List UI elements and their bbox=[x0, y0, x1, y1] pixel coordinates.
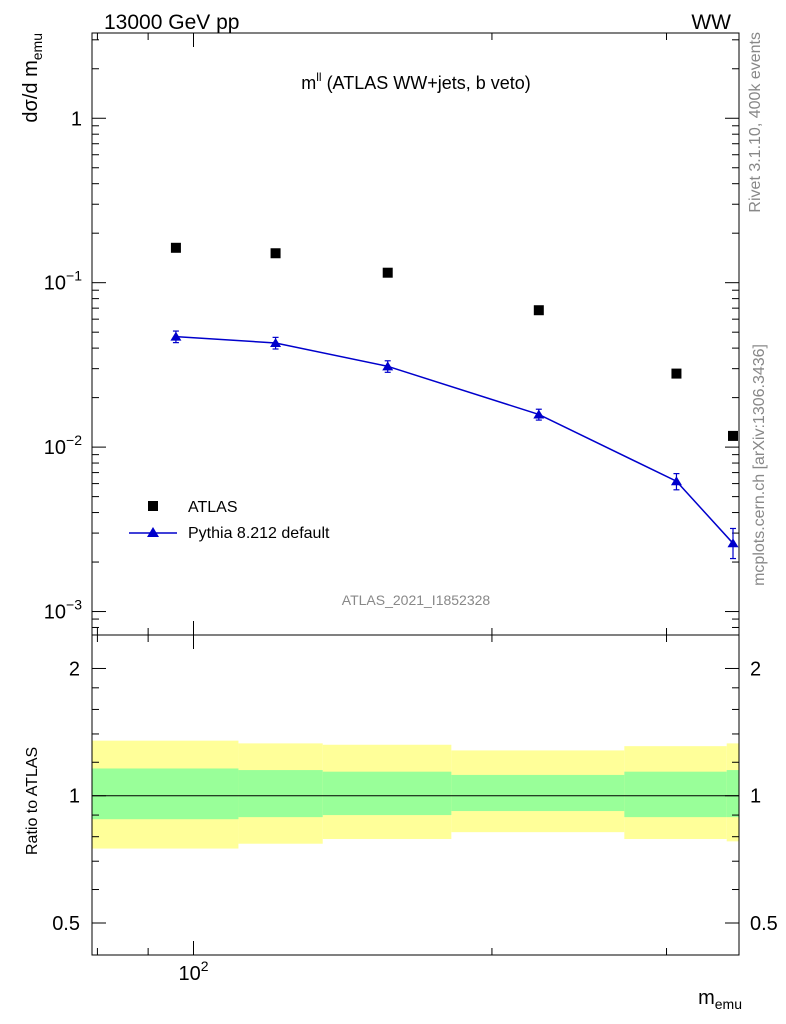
ratio-band-inner bbox=[624, 771, 727, 818]
atlas-point bbox=[270, 248, 281, 259]
main-title-sup: ll bbox=[316, 70, 321, 84]
side-label-source: mcplots.cern.ch [arXiv:1306.3436] bbox=[751, 344, 768, 586]
ratio-band-inner bbox=[451, 774, 625, 812]
analysis-tag: ATLAS_2021_I1852328 bbox=[342, 592, 491, 608]
main-y-tick-label-exp: −2 bbox=[66, 432, 82, 448]
main-y-axis-label-sub: emu bbox=[29, 33, 45, 60]
x-tick-label-base: 10 bbox=[178, 963, 200, 985]
main-title-rest: (ATLAS WW+jets, b veto) bbox=[322, 73, 531, 93]
ratio-plot: 2 21 10.5 0.5 102 Ratio to ATLAS memu bbox=[24, 634, 778, 1012]
pythia-point bbox=[270, 337, 282, 347]
ratio-band-inner bbox=[92, 768, 239, 820]
main-y-tick-labels: 110−110−210−3 bbox=[44, 108, 82, 623]
main-y-tick-label-base: 10 bbox=[44, 437, 66, 459]
ratio-y-axis-label: Ratio to ATLAS bbox=[24, 747, 41, 855]
main-y-tick-label: 10−2 bbox=[44, 432, 82, 459]
atlas-point bbox=[728, 430, 738, 441]
pythia-point bbox=[382, 361, 394, 371]
main-y-axis-label-text: dσ/d m bbox=[20, 60, 42, 122]
pythia-point bbox=[170, 331, 182, 341]
ratio-band-inner bbox=[726, 770, 739, 818]
main-y-tick-label-exp: −1 bbox=[66, 268, 82, 284]
pythia-line bbox=[175, 335, 734, 544]
ratio-y-tick-label-right: 0.5 bbox=[750, 913, 778, 935]
ratio-y-tick-labels: 2 2 1 1 0.5 0.5 bbox=[52, 658, 778, 935]
ratio-y-tick-label-left: 0.5 bbox=[52, 913, 80, 935]
ratio-x-tick-labels: 102 bbox=[178, 958, 208, 985]
main-data-marks bbox=[170, 242, 739, 560]
header-left: 13000 GeV pp bbox=[104, 11, 239, 34]
x-tick-label: 102 bbox=[178, 958, 208, 985]
main-y-tick-label-exp: −3 bbox=[66, 597, 82, 613]
x-axis-label-text: m bbox=[698, 987, 715, 1009]
header-right: WW bbox=[691, 11, 731, 34]
ratio-ticks bbox=[92, 635, 739, 955]
main-ticks bbox=[92, 33, 739, 635]
ratio-y-tick-label-left: 2 bbox=[69, 658, 80, 680]
ratio-y-tick-label-right: 2 bbox=[750, 658, 761, 680]
x-axis-label-sub: emu bbox=[715, 996, 742, 1012]
ratio-plot-frame bbox=[91, 634, 740, 956]
atlas-point bbox=[170, 242, 181, 253]
legend-atlas-label: ATLAS bbox=[188, 499, 238, 516]
main-y-tick-label: 1 bbox=[71, 108, 82, 130]
pythia-point bbox=[727, 538, 739, 548]
main-plot-frame bbox=[91, 32, 740, 636]
main-y-tick-label-base: 10 bbox=[44, 273, 66, 295]
ratio-bands bbox=[92, 740, 739, 849]
legend-atlas-marker bbox=[148, 501, 158, 511]
pythia-point bbox=[670, 476, 682, 486]
main-y-tick-label-base: 1 bbox=[71, 108, 82, 130]
main-y-tick-label: 10−1 bbox=[44, 268, 82, 295]
side-label-version: Rivet 3.1.10, 400k events bbox=[747, 32, 764, 213]
atlas-point bbox=[533, 305, 544, 316]
main-plot: 110−110−210−3 mll (ATLAS WW+jets, b veto… bbox=[20, 32, 740, 636]
main-y-tick-label-base: 10 bbox=[44, 602, 66, 624]
main-y-axis-label: dσ/d memu bbox=[20, 33, 45, 123]
pythia-point bbox=[533, 409, 545, 419]
x-axis-label: memu bbox=[698, 987, 742, 1012]
ratio-band-inner bbox=[322, 771, 452, 816]
main-title-m: m bbox=[301, 73, 316, 93]
legend: ATLAS Pythia 8.212 default bbox=[129, 499, 330, 542]
main-plot-title: mll (ATLAS WW+jets, b veto) bbox=[301, 70, 531, 93]
legend-pythia-marker bbox=[147, 527, 159, 537]
x-tick-label-exp: 2 bbox=[201, 958, 209, 974]
ratio-y-tick-label-right: 1 bbox=[750, 786, 761, 808]
ratio-band-inner bbox=[238, 770, 323, 818]
main-y-tick-label: 10−3 bbox=[44, 597, 82, 624]
atlas-point bbox=[382, 267, 393, 278]
ratio-y-tick-label-left: 1 bbox=[69, 786, 80, 808]
atlas-point bbox=[671, 368, 682, 379]
legend-pythia-label: Pythia 8.212 default bbox=[188, 525, 330, 542]
